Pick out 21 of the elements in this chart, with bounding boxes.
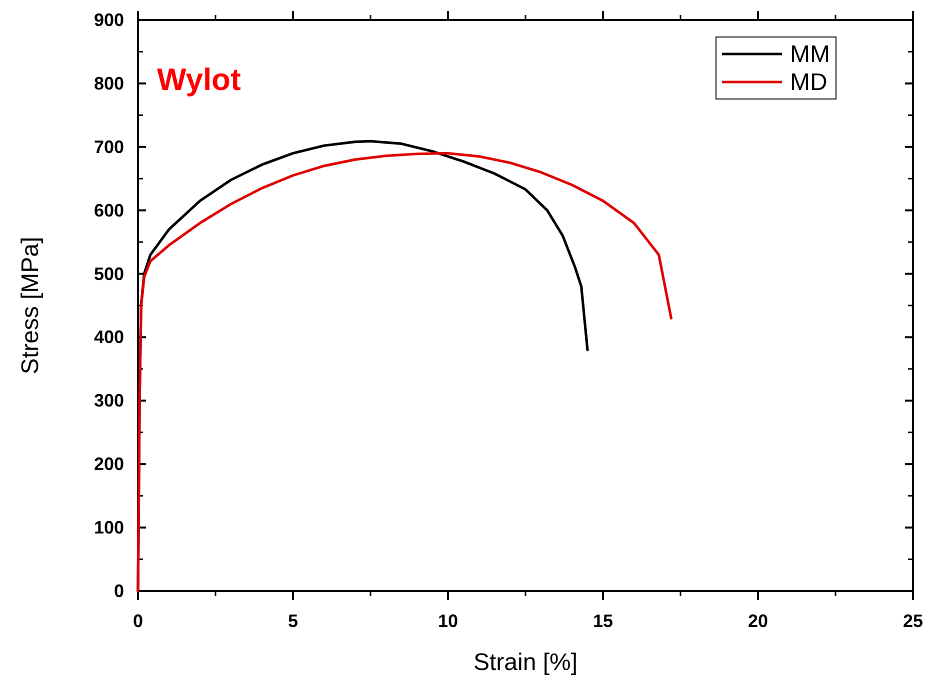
- x-tick-label: 20: [748, 611, 768, 631]
- x-axis-title: Strain [%]: [473, 649, 578, 676]
- x-tick-label: 10: [438, 611, 458, 631]
- x-tick-label: 0: [132, 611, 144, 631]
- y-tick-label: 400: [94, 327, 124, 348]
- legend-label: MM: [790, 41, 830, 68]
- x-tick-label: 25: [902, 611, 924, 631]
- y-tick-label: 300: [94, 390, 124, 411]
- y-tick-label: 900: [94, 10, 124, 30]
- x-tick-label: 5: [288, 611, 298, 631]
- y-tick-label: 500: [94, 264, 124, 284]
- y-tick-label: 200: [94, 454, 124, 474]
- y-tick-label: 100: [94, 518, 124, 538]
- y-tick-label: 0: [114, 581, 124, 601]
- y-tick-label: 600: [94, 200, 124, 220]
- y-tick-label: 700: [94, 136, 124, 157]
- annotation: Wylot: [157, 62, 241, 97]
- legend-label: MD: [790, 69, 828, 96]
- x-tick-label: 15: [592, 611, 614, 631]
- y-axis-title: Stress [MPa]: [17, 236, 44, 374]
- y-tick-label: 800: [94, 73, 124, 94]
